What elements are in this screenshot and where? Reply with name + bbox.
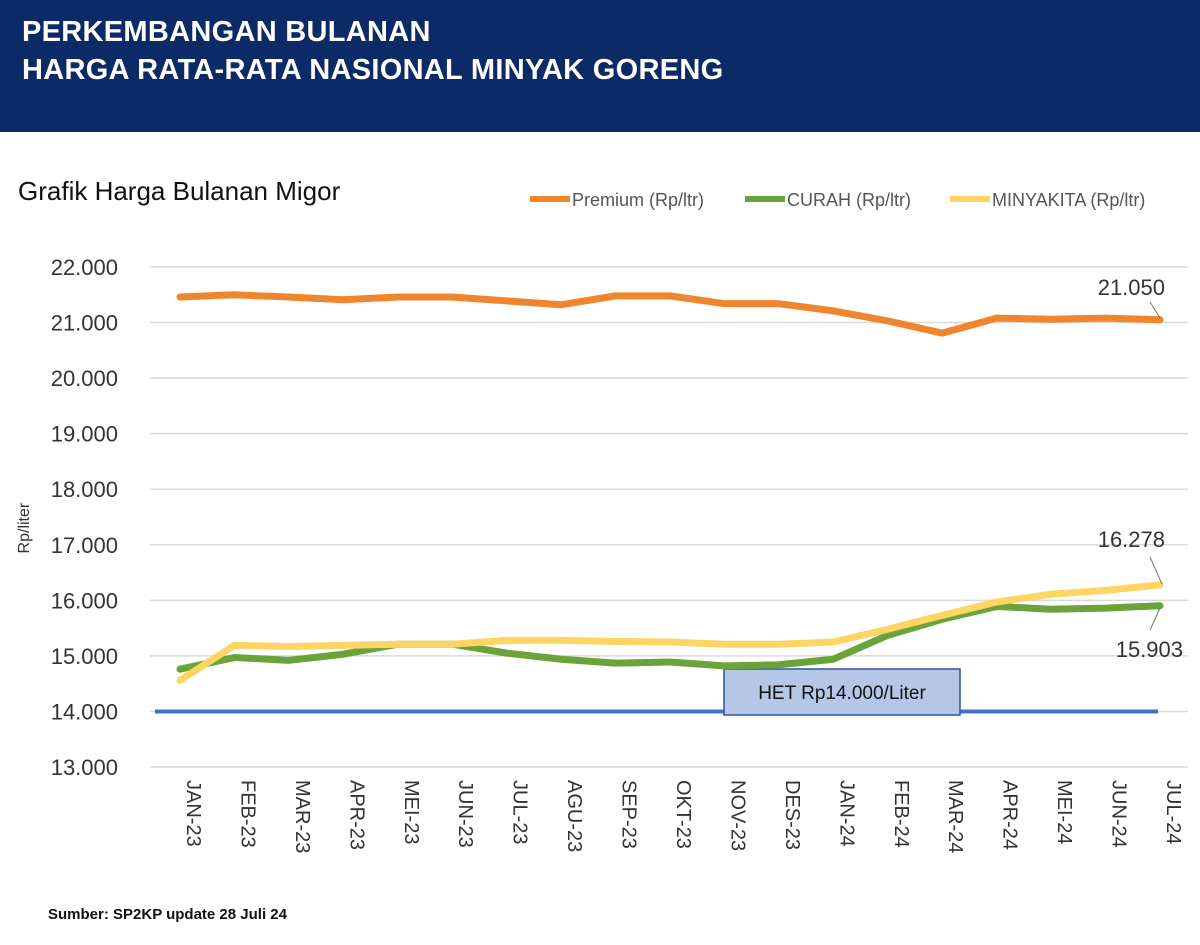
y-tick-label: 19.000 (51, 422, 118, 447)
line-chart: Grafik Harga Bulanan Migor Premium (Rp/lt… (16, 176, 1188, 853)
x-tick-label: MAR-23 (291, 780, 313, 853)
x-tick-label: APR-23 (345, 780, 367, 850)
chart-title: Grafik Harga Bulanan Migor (18, 176, 341, 206)
data-label-premium: 21.050 (1098, 275, 1165, 300)
x-tick-label: JUL-23 (509, 780, 531, 844)
het-label: HET Rp14.000/Liter (758, 683, 926, 704)
leader-line (1149, 556, 1163, 585)
het-label-box (723, 668, 961, 716)
data-label-minyakita: 16.278 (1098, 527, 1165, 552)
legend-label-0: Premium (Rp/ltr) (572, 190, 704, 210)
x-tick-label: JUN-23 (454, 780, 476, 848)
data-label-curah: 15.903 (1116, 637, 1183, 662)
y-tick-label: 14.000 (51, 699, 118, 724)
header-banner: PERKEMBANGAN BULANAN HARGA RATA-RATA NAS… (0, 0, 1200, 132)
x-tick-label: JUN-24 (1108, 780, 1130, 848)
y-tick-label: 20.000 (51, 366, 118, 391)
x-tick-label: JAN-24 (835, 780, 857, 847)
x-tick-label: MAR-24 (944, 780, 966, 853)
x-tick-label: JAN-23 (182, 780, 204, 847)
y-tick-label: 17.000 (51, 533, 118, 558)
x-tick-label: AGU-23 (563, 780, 585, 852)
x-tick-label: MEI-23 (400, 780, 422, 844)
x-tick-label: NOV-23 (726, 780, 748, 851)
x-tick-label: FEB-23 (236, 780, 258, 848)
x-tick-label: JUL-24 (1162, 780, 1184, 844)
x-tick-label: OKT-23 (672, 780, 694, 849)
leader-line (1149, 301, 1161, 319)
header-title-line2: HARGA RATA-RATA NASIONAL MINYAK GORENG (22, 54, 724, 86)
y-tick-label: 15.000 (51, 644, 118, 669)
x-tick-label: DES-23 (781, 780, 803, 850)
y-tick-label: 21.000 (51, 311, 118, 336)
x-tick-label: SEP-23 (618, 780, 640, 849)
series-line-2 (176, 581, 1164, 684)
y-tick-label: 18.000 (51, 477, 118, 502)
series-line-0 (176, 291, 1164, 337)
y-tick-label: 16.000 (51, 588, 118, 613)
leader-line (1149, 607, 1161, 631)
x-tick-label: APR-24 (999, 780, 1021, 850)
source-note: Sumber: SP2KP update 28 Juli 24 (48, 906, 287, 923)
series-line-1 (176, 602, 1164, 673)
y-tick-label: 13.000 (51, 755, 118, 780)
x-tick-label: MEI-24 (1053, 780, 1075, 844)
y-axis-label: Rp/liter (16, 502, 33, 553)
y-tick-label: 22.000 (51, 255, 118, 280)
x-tick-label: FEB-24 (890, 780, 912, 848)
legend-label-1: CURAH (Rp/ltr) (787, 190, 911, 210)
legend-label-2: MINYAKITA (Rp/ltr) (992, 190, 1145, 210)
header-title-line1: PERKEMBANGAN BULANAN (22, 16, 431, 48)
